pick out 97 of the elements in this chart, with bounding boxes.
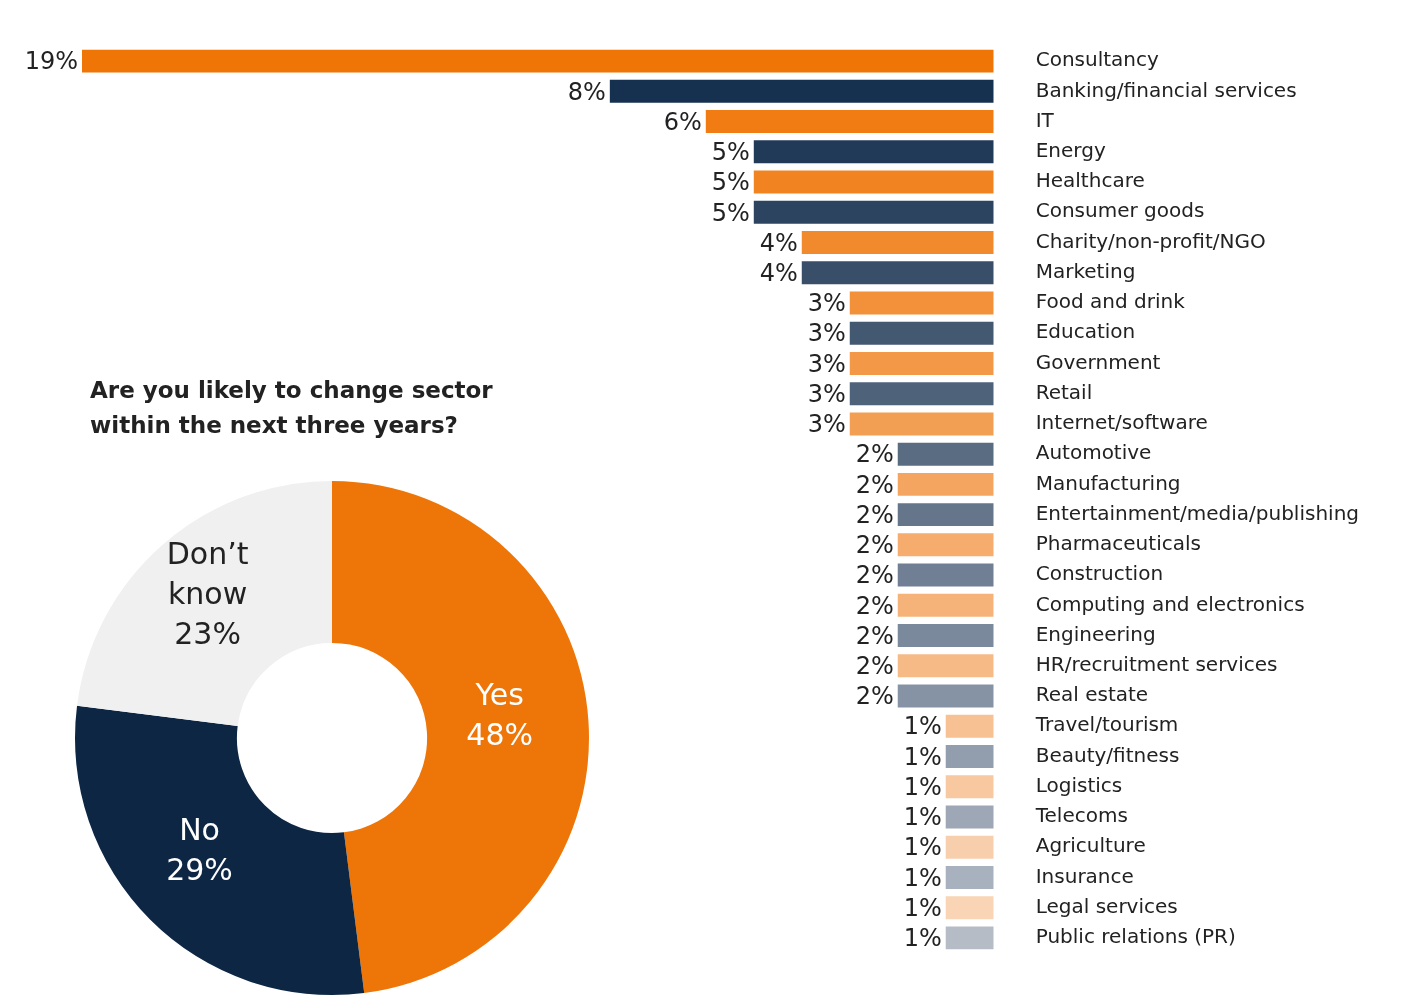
bar — [897, 503, 994, 527]
bar — [801, 231, 994, 255]
data-label: 2% — [855, 440, 894, 469]
y-tick-label: Automotive — [1035, 440, 1152, 465]
data-label: 5% — [711, 198, 750, 227]
data-label: 3% — [807, 379, 846, 408]
bar — [849, 291, 994, 315]
y-tick-label: Agriculture — [1035, 833, 1146, 858]
data-label: 29% — [166, 852, 233, 888]
bar — [849, 382, 994, 406]
slice-label: Yes — [474, 676, 524, 712]
data-label: 4% — [759, 228, 798, 257]
data-label: 5% — [711, 138, 750, 167]
bar — [945, 745, 994, 768]
bar — [945, 714, 994, 738]
bar — [945, 835, 994, 859]
bar — [705, 110, 994, 134]
y-tick-label: Healthcare — [1035, 168, 1145, 193]
bar — [849, 351, 994, 375]
y-tick-label: Internet/software — [1035, 410, 1208, 435]
data-label: 48% — [466, 716, 534, 752]
data-label: 1% — [903, 833, 942, 862]
bar — [801, 261, 994, 285]
y-tick-label: Manufacturing — [1035, 470, 1181, 495]
bar — [897, 624, 994, 648]
y-tick-label: Public relations (PR) — [1035, 924, 1236, 949]
data-label: 2% — [855, 682, 894, 711]
y-tick-label: Retail — [1035, 379, 1093, 404]
y-tick-label: Consultancy — [1035, 47, 1160, 72]
y-tick-label: Travel/tourism — [1034, 712, 1179, 737]
data-label: 1% — [903, 893, 942, 922]
bar — [897, 654, 994, 678]
data-label: 2% — [855, 652, 894, 681]
data-label: 1% — [903, 742, 942, 771]
y-tick-label: Beauty/fitness — [1035, 742, 1180, 767]
data-label: 6% — [663, 107, 702, 136]
bar — [897, 684, 994, 708]
data-label: 4% — [759, 258, 798, 287]
bar — [945, 896, 994, 920]
data-label: 1% — [903, 712, 942, 741]
data-label: 2% — [855, 470, 894, 499]
y-tick-label: Education — [1035, 319, 1136, 344]
bar — [897, 593, 994, 617]
bar — [897, 533, 994, 557]
y-tick-label: Telecoms — [1034, 803, 1128, 828]
bar — [753, 170, 994, 194]
y-tick-label: Energy — [1035, 138, 1106, 163]
data-label: 1% — [903, 863, 942, 892]
slice-label: Don’t know — [166, 535, 249, 611]
y-tick-label: Government — [1035, 349, 1161, 374]
bar — [945, 926, 994, 950]
y-tick-label: Construction — [1035, 561, 1164, 586]
data-label: 23% — [174, 615, 241, 651]
data-label: 2% — [855, 561, 894, 590]
bar — [897, 563, 994, 587]
data-label: 3% — [807, 289, 846, 318]
bar — [753, 140, 994, 164]
data-label: 2% — [855, 591, 894, 620]
y-tick-label: Computing and electronics — [1035, 591, 1305, 616]
data-label: 2% — [855, 500, 894, 529]
y-tick-label: Consumer goods — [1035, 198, 1205, 223]
bar — [945, 775, 994, 799]
data-label: 1% — [903, 803, 942, 832]
data-label: 1% — [903, 924, 942, 953]
bar — [897, 442, 994, 466]
data-label: 5% — [711, 168, 750, 197]
y-tick-label: Charity/non-profit/NGO — [1035, 228, 1266, 253]
y-tick-label: Insurance — [1035, 863, 1134, 888]
bar — [849, 412, 994, 436]
bar — [945, 805, 994, 829]
data-label: 3% — [807, 349, 846, 378]
bar — [609, 79, 994, 103]
y-tick-label: Banking/financial services — [1035, 77, 1297, 102]
y-tick-label: Marketing — [1035, 258, 1136, 283]
y-tick-label: Engineering — [1035, 621, 1156, 646]
y-tick-label: IT — [1035, 107, 1055, 132]
y-tick-label: Logistics — [1035, 772, 1123, 797]
data-label: 1% — [903, 772, 942, 801]
bar — [753, 200, 994, 224]
data-label: 2% — [855, 531, 894, 560]
bar — [82, 49, 994, 73]
slice-label: No — [179, 812, 220, 848]
y-tick-label: Legal services — [1035, 893, 1178, 918]
y-tick-label: Pharmaceuticals — [1035, 531, 1201, 556]
bar — [849, 321, 994, 345]
chart-title: Are you likely to change sector within the next three years? — [90, 376, 494, 440]
data-label: 19% — [24, 47, 78, 76]
y-tick-label: Real estate — [1035, 682, 1149, 707]
y-tick-label: HR/recruitment services — [1035, 651, 1278, 676]
y-tick-label: Food and drink — [1035, 289, 1186, 314]
data-label: 3% — [807, 410, 846, 439]
bar — [945, 865, 994, 889]
data-label: 8% — [567, 77, 606, 106]
data-label: 2% — [855, 621, 894, 650]
bar — [897, 472, 994, 496]
data-label: 3% — [807, 319, 846, 348]
y-tick-label: Entertainment/media/publishing — [1035, 500, 1360, 525]
